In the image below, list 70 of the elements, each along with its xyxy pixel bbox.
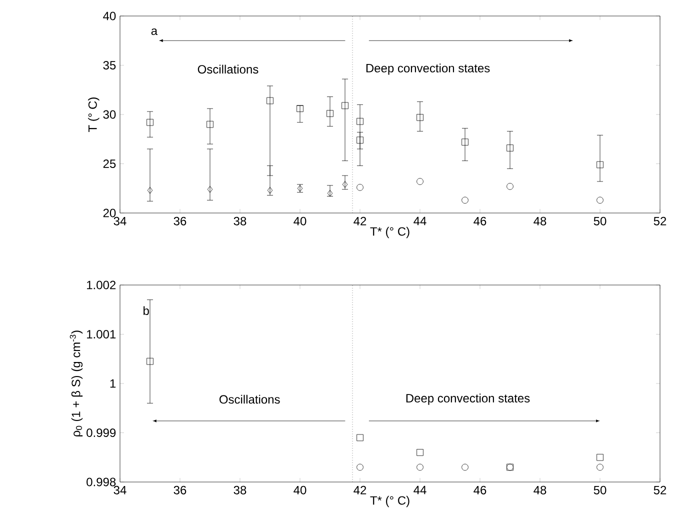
x-tick-label: 40 [294,486,306,494]
point [266,97,274,104]
x-tick-label: 44 [414,486,426,494]
point [416,464,424,471]
point [506,183,514,190]
point [327,190,333,197]
point [416,178,424,185]
point [416,114,424,121]
point [462,138,468,146]
y-tick-label: 1.001 [87,330,116,339]
y-tick-label: 25 [103,160,116,168]
point [296,105,304,112]
x-tick-label: 42 [354,216,366,226]
point [146,118,154,126]
point [147,186,153,194]
x-tick-label: 46 [474,486,486,494]
y-tick-label: 35 [103,61,116,70]
y-tick-label: 0.999 [86,428,116,438]
point [596,464,604,471]
point [207,186,213,193]
point [326,110,334,117]
y-tick-label: 40 [103,12,116,20]
point [596,196,604,204]
y-tick-label: 0.998 [86,478,116,486]
point [356,136,364,144]
point [342,102,348,110]
point [596,454,604,461]
x-tick-label: 46 [474,216,486,226]
annotation: Deep convection states [406,394,530,405]
x-tick-label: 42 [354,486,366,494]
x-tick-label: 40 [294,216,306,226]
point [356,184,364,191]
x-tick-label: 34 [114,216,126,226]
x-tick-label: 50 [594,216,606,226]
x-axis-title: T* (° C) [370,226,410,238]
y-tick-label: 1.002 [87,280,116,290]
point [416,449,424,456]
y-axis-title: T (° C) [88,98,100,132]
point [342,181,348,188]
x-tick-label: 52 [654,486,666,494]
annotation: b [144,306,149,316]
x-tick-label: 34 [114,486,126,494]
x-tick-label: 38 [234,216,246,226]
point [356,118,364,125]
y-tick-label: 30 [103,110,116,119]
annotation: Oscillations [219,394,280,404]
point [267,186,273,194]
x-axis-title: T* (° C) [370,496,410,508]
point [596,161,604,168]
point [206,120,214,128]
x-tick-label: 44 [414,216,426,226]
x-tick-label: 50 [594,486,606,494]
point [146,358,154,365]
x-tick-label: 52 [654,216,666,226]
y-tick-label: 1 [110,379,116,388]
y-tick-label: 20 [103,208,116,218]
point [356,434,364,442]
point [462,196,468,204]
y-axis-title: ρ$_{0}$ (1 + β S) (g cm$^{-3}$) [70,330,83,436]
x-tick-label: 36 [174,216,186,226]
annotation: Oscillations [198,64,258,74]
annotation: a [151,28,158,36]
point [462,464,468,471]
x-tick-label: 38 [234,486,246,494]
x-tick-label: 48 [534,216,546,226]
point [356,464,364,471]
x-tick-label: 48 [534,486,546,494]
annotation: Deep convection states [366,64,490,75]
point [506,144,514,152]
x-tick-label: 36 [174,486,186,494]
